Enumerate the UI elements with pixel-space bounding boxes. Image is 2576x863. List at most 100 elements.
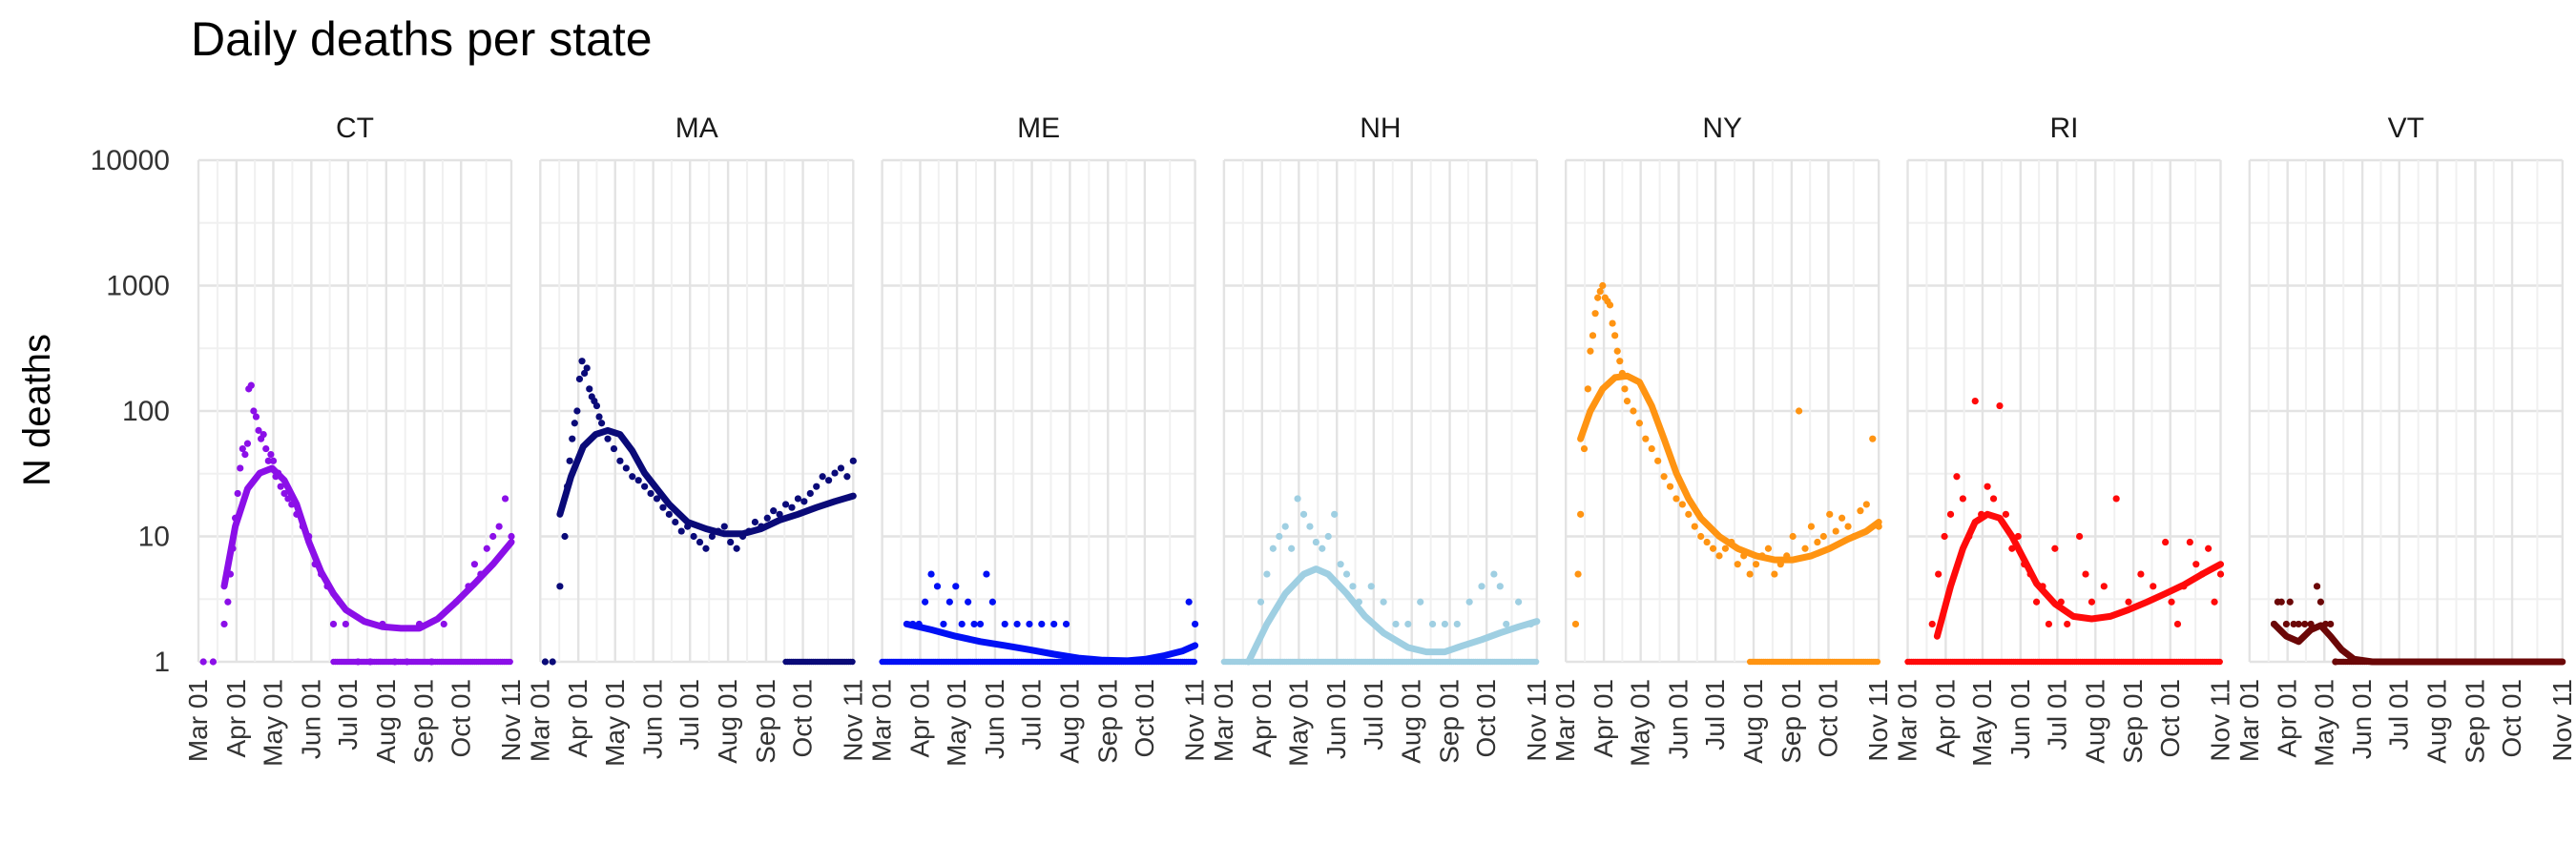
x-tick-label: Aug 01	[713, 679, 742, 764]
data-point	[813, 483, 821, 490]
x-tick-label: Aug 01	[2422, 679, 2452, 764]
data-point	[566, 457, 573, 464]
data-point	[665, 510, 673, 518]
x-tick-label: May 01	[1283, 679, 1313, 767]
data-point	[1192, 620, 1199, 628]
data-point	[672, 518, 679, 526]
data-point	[2137, 570, 2145, 578]
data-point	[224, 598, 232, 606]
data-point	[1678, 501, 1686, 508]
data-point	[634, 477, 642, 484]
trend-line	[903, 620, 1199, 665]
panel-strip-label: RI	[2050, 113, 2079, 144]
data-point	[2045, 620, 2053, 628]
x-tick-label: Mar 01	[867, 679, 897, 762]
panel-strip-label: NH	[1360, 113, 1401, 144]
data-point	[1453, 620, 1461, 628]
data-point	[342, 620, 349, 628]
data-point	[1606, 301, 1614, 309]
x-tick-label: Sep 01	[2460, 679, 2489, 764]
data-point	[255, 426, 262, 434]
x-tick-label: May 01	[258, 679, 287, 767]
data-point	[489, 532, 497, 541]
x-tick-label: Sep 01	[2118, 679, 2148, 764]
data-point	[262, 444, 270, 453]
data-point	[1306, 523, 1314, 530]
data-point	[720, 523, 728, 530]
x-tick-label: Sep 01	[1435, 679, 1465, 764]
y-tick-label: 10000	[91, 145, 170, 176]
data-point	[239, 444, 246, 453]
data-point	[1630, 407, 1637, 415]
data-point	[659, 503, 667, 511]
y-tick-label: 10	[138, 522, 170, 553]
data-point	[581, 369, 589, 378]
data-point	[1648, 444, 1655, 453]
data-point	[1331, 510, 1339, 518]
trend-line	[1933, 510, 2224, 640]
x-tick-label: Jul 01	[1017, 679, 1047, 750]
data-point	[495, 523, 503, 530]
data-point	[234, 489, 241, 498]
data-point	[237, 464, 244, 472]
data-point	[849, 457, 857, 464]
data-point	[247, 381, 255, 389]
data-point	[677, 527, 685, 535]
data-point	[598, 420, 606, 427]
x-tick-label: Mar 01	[1893, 679, 1922, 762]
data-point	[824, 477, 833, 484]
data-point	[549, 658, 556, 666]
data-point	[1580, 444, 1589, 453]
data-point	[976, 620, 985, 628]
data-point	[1621, 385, 1629, 393]
data-point	[763, 514, 771, 522]
trend-line	[2271, 620, 2566, 666]
data-point	[1789, 532, 1797, 541]
x-tick-label: Oct 01	[1130, 679, 1159, 757]
data-point	[641, 483, 649, 490]
data-point	[1591, 310, 1599, 318]
data-point	[1946, 510, 1955, 518]
data-point	[733, 545, 740, 552]
x-tick-label: May 01	[1626, 679, 1655, 767]
x-tick-label: Mar 01	[183, 679, 213, 762]
data-point	[1380, 598, 1387, 606]
data-point	[1589, 332, 1597, 339]
x-tick-label: May 01	[1967, 679, 1997, 767]
x-tick-label: Jul 01	[1700, 679, 1730, 750]
data-point	[2168, 598, 2175, 606]
data-point	[1299, 510, 1308, 518]
data-point	[1839, 514, 1846, 522]
data-point	[1826, 510, 1834, 518]
data-point	[1660, 473, 1668, 481]
panel-strip-label: CT	[336, 113, 374, 144]
x-tick-label: Jul 01	[333, 679, 363, 750]
data-point	[1490, 570, 1498, 578]
data-point	[1609, 319, 1616, 327]
data-point	[2332, 658, 2339, 666]
x-tick-label: Nov 11	[1863, 679, 1893, 762]
data-point	[610, 444, 618, 453]
x-tick-label: Sep 01	[409, 679, 439, 764]
data-point	[1874, 658, 1881, 666]
data-point	[1191, 658, 1198, 666]
data-point	[260, 431, 267, 439]
data-point	[1599, 281, 1607, 290]
trend-line	[556, 426, 857, 538]
data-point	[1959, 495, 1966, 503]
x-tick-label: Oct 01	[446, 679, 475, 757]
data-point	[541, 658, 550, 666]
data-point	[1367, 583, 1375, 590]
data-point	[2316, 598, 2325, 606]
data-point	[2125, 598, 2132, 606]
x-tick-label: Apr 01	[221, 679, 251, 758]
panel-ct: CT Mar 01 Apr 01 May 01 Jun 01 Jul 01 Aug 01 Se…	[183, 113, 526, 767]
data-point	[1478, 583, 1485, 590]
x-tick-label: Sep 01	[1776, 679, 1806, 764]
data-point	[1996, 401, 2004, 410]
data-point	[1288, 545, 1296, 552]
data-point	[1989, 495, 1998, 503]
data-point	[573, 407, 581, 415]
x-tick-label: Oct 01	[788, 679, 818, 757]
